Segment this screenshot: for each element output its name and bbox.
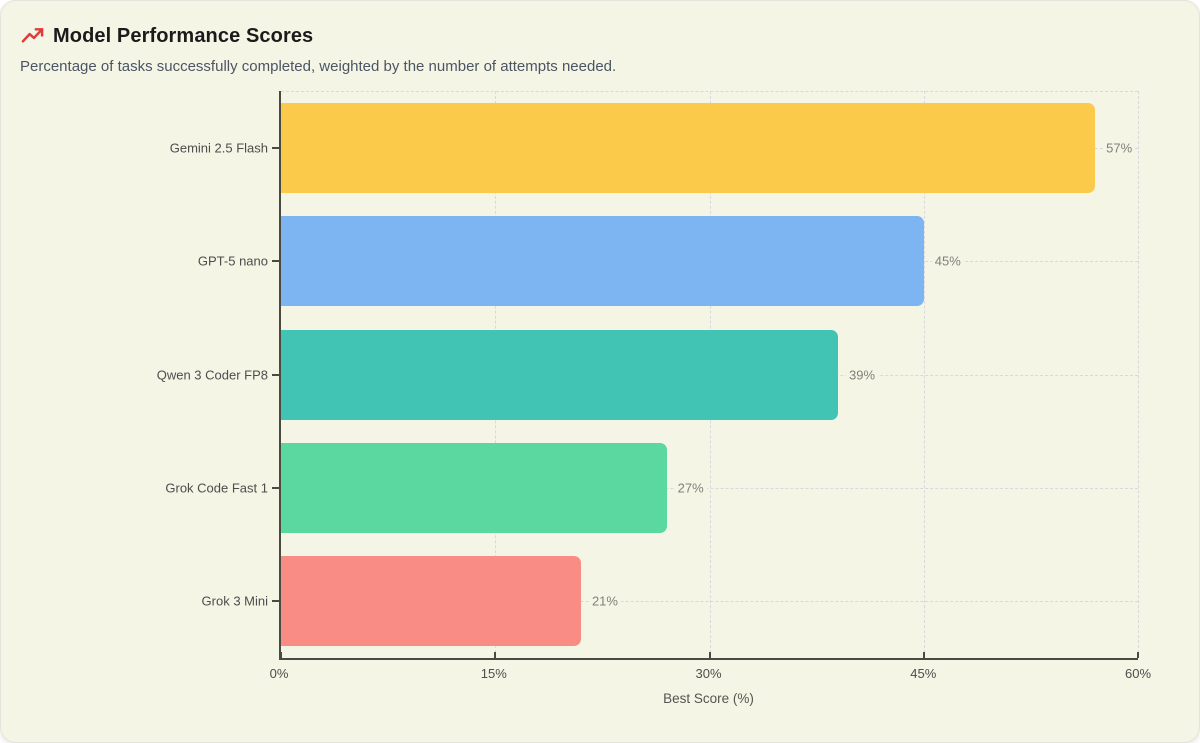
horizontal-gridline [281, 487, 1138, 489]
x-tick-label: 30% [695, 666, 722, 681]
chart-title: Model Performance Scores [53, 25, 314, 47]
x-tick-label: 15% [480, 666, 507, 681]
y-tick-mark [272, 600, 279, 603]
bar-row-grok-code-fast-1: 27% Grok Code Fast 1 [165, 431, 1138, 544]
x-tick-mark [922, 652, 925, 658]
bar-row-gemini-2-5-flash: 57% Gemini 2.5 Flash [170, 91, 1138, 204]
y-tick-mark [272, 373, 279, 376]
category-label: Grok Code Fast 1 [165, 480, 268, 496]
bar-row-grok-3-mini: 21% Grok 3 Mini [202, 545, 1138, 658]
bar-qwen-3-coder-fp8 [281, 329, 839, 420]
bar-row-gpt-5-nano: 45% GPT-5 nano [198, 204, 1138, 317]
value-label: 39% [846, 367, 879, 383]
x-tick-mark [708, 652, 711, 658]
x-tick-mark [494, 652, 497, 658]
horizontal-gridline [281, 601, 1138, 603]
vertical-gridline [923, 91, 925, 658]
bar-row-qwen-3-coder-fp8: 39% Qwen 3 Coder FP8 [157, 318, 1138, 431]
y-tick-mark [272, 486, 279, 489]
y-tick-mark [272, 146, 279, 149]
y-tick-mark [272, 260, 279, 263]
x-tick-mark [1137, 652, 1139, 658]
category-label: Grok 3 Mini [201, 593, 268, 609]
category-label: GPT-5 nano [197, 253, 268, 269]
x-axis-title: Best Score (%) [663, 691, 754, 706]
category-label: Qwen 3 Coder FP8 [156, 367, 268, 383]
chart-header: Model Performance Scores [21, 25, 313, 48]
bar-grok-3-mini [281, 556, 581, 647]
x-tick-label: 0% [269, 666, 289, 681]
value-label: 57% [1103, 140, 1136, 156]
bar-grok-code-fast-1 [281, 442, 667, 533]
bar-gemini-2-5-flash [281, 102, 1096, 193]
chart-subtitle: Percentage of tasks successfully complet… [20, 58, 617, 75]
value-label: 45% [931, 253, 964, 269]
value-label: 27% [674, 480, 707, 496]
plot-area: 57% Gemini 2.5 Flash 45% GPT-5 nano 39% Qwen … [157, 91, 1139, 660]
value-label: 21% [588, 593, 621, 609]
x-tick-label: 45% [910, 666, 937, 681]
category-label: Gemini 2.5 Flash [169, 140, 268, 156]
x-tick-label: 60% [1124, 666, 1152, 681]
vertical-gridline [1138, 91, 1139, 658]
trending-up-icon [21, 25, 44, 48]
x-tick-mark [280, 652, 282, 658]
bar-gpt-5-nano [281, 216, 924, 307]
x-axis-ticks: 0% 15% 30% 45% 60% [270, 666, 1151, 684]
